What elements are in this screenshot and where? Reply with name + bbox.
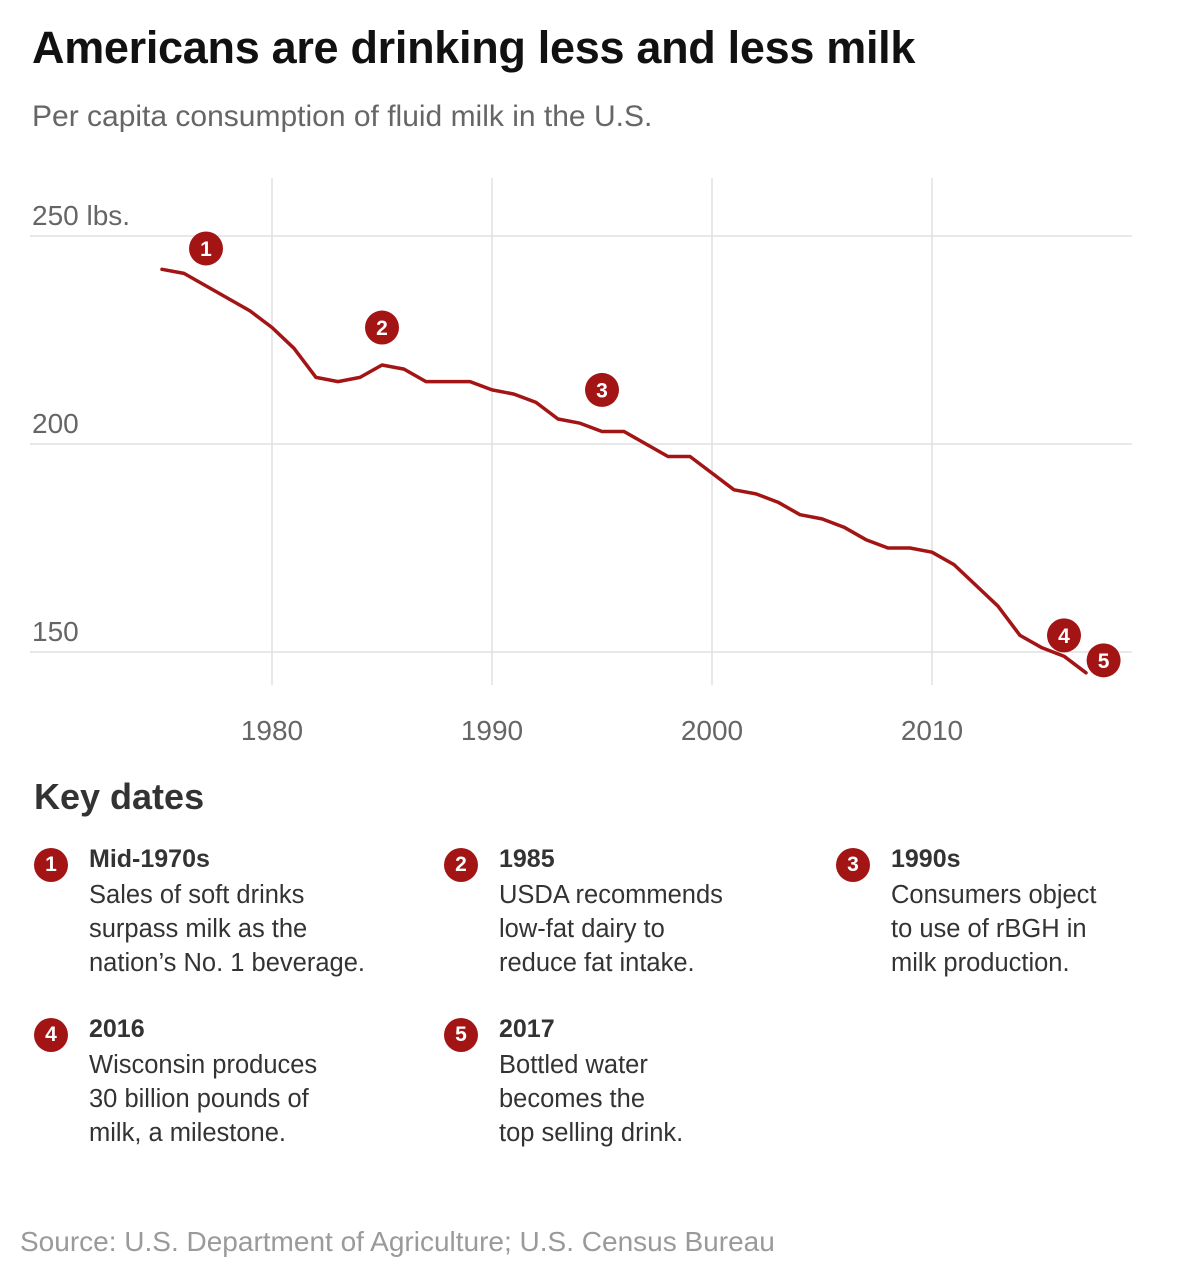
- milk-consumption-line: [160, 267, 1088, 675]
- x-axis-labels: 1980 1990 2000 2010: [241, 715, 963, 746]
- key-badge-2: 2: [444, 848, 478, 882]
- annotation-label-3: 3: [596, 379, 608, 402]
- line-chart: 150 200 250 lbs. 1980 1990 2000 2010 1 2 3 4 5: [30, 178, 1132, 746]
- y-tick-label-150: 150: [32, 616, 79, 647]
- y-tick-label-200: 200: [32, 408, 79, 439]
- key-date-1: Mid-1970s: [89, 845, 210, 873]
- source-note: Source: U.S. Department of Agriculture; …: [20, 1226, 775, 1257]
- key-date-4: 2016: [89, 1015, 145, 1043]
- y-axis-labels: 150 200 250 lbs.: [32, 200, 130, 647]
- annotation-marker-2: 2: [365, 310, 399, 345]
- key-text-2: USDA recommends low-fat dairy to reduce …: [499, 881, 723, 977]
- x-tick-label-1980: 1980: [241, 715, 303, 746]
- key-date-2: 1985: [499, 845, 555, 873]
- chart-title: Americans are drinking less and less mil…: [32, 22, 916, 73]
- key-badge-5: 5: [444, 1018, 478, 1052]
- key-text-4: Wisconsin produces 30 billion pounds of …: [89, 1051, 318, 1147]
- key-badge-3: 3: [836, 848, 870, 882]
- annotation-label-2: 2: [376, 317, 388, 340]
- annotation-circle-4: [1047, 618, 1081, 653]
- annotation-markers: 1 2 3 4 5: [189, 231, 1121, 678]
- key-text-5: Bottled water becomes the top selling dr…: [499, 1051, 684, 1147]
- x-tick-label-1990: 1990: [461, 715, 523, 746]
- x-tick-label-2010: 2010: [901, 715, 963, 746]
- annotation-label-4: 4: [1058, 625, 1070, 648]
- key-text-3: Consumers object to use of rBGH in milk …: [891, 881, 1097, 977]
- grid-lines: [30, 178, 1132, 685]
- key-badge-1: 1: [34, 848, 68, 882]
- x-tick-label-2000: 2000: [681, 715, 743, 746]
- chart-subtitle: Per capita consumption of fluid milk in …: [32, 100, 653, 133]
- annotation-marker-1: 1: [189, 231, 223, 266]
- key-dates-title: Key dates: [34, 776, 205, 817]
- annotation-marker-5: 5: [1086, 643, 1121, 678]
- annotation-circle-2: [365, 310, 399, 345]
- annotation-circle-3: [585, 372, 619, 407]
- key-text-1: Sales of soft drinks surpass milk as the…: [89, 881, 365, 977]
- annotation-marker-4: 4: [1047, 618, 1081, 653]
- key-date-3: 1990s: [891, 845, 961, 873]
- key-date-5: 2017: [499, 1015, 555, 1043]
- y-tick-label-250: 250 lbs.: [32, 200, 130, 231]
- key-badge-4: 4: [34, 1018, 68, 1052]
- annotation-label-5: 5: [1098, 650, 1110, 673]
- annotation-circle-1: [189, 231, 223, 266]
- annotation-marker-3: 3: [585, 372, 619, 407]
- annotation-circle-5: [1086, 643, 1121, 678]
- annotation-label-1: 1: [200, 238, 212, 261]
